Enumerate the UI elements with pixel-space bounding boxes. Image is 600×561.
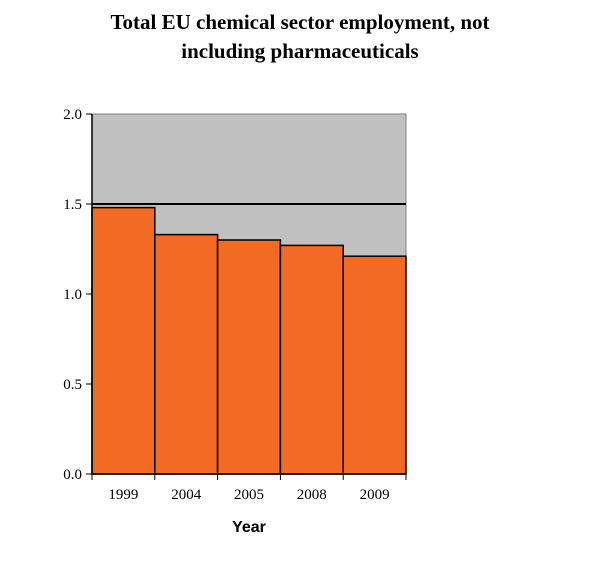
- bar-2008: [279, 244, 344, 475]
- y-tick-label: 1.0: [63, 287, 82, 303]
- x-tick-label: 2005: [234, 487, 264, 503]
- bar-2009: [342, 255, 407, 475]
- y-tick-label: 0.0: [63, 467, 82, 483]
- y-tick-label: 1.5: [63, 197, 82, 213]
- chart-title-line-2: including pharmaceuticals: [181, 39, 419, 63]
- x-tick-label: 2008: [297, 487, 327, 503]
- y-tick-label: 0.5: [63, 377, 82, 393]
- y-ticks-group: 0.0 0.5 1.0 1.5 2.0: [63, 107, 92, 483]
- x-ticks-group: 1999 2004 2005 2008 2009: [91, 474, 407, 503]
- x-tick-label: 2009: [360, 487, 390, 503]
- bar-2005: [216, 239, 282, 475]
- bar-1999: [91, 206, 156, 475]
- chart-title-line-1: Total EU chemical sector employment, not: [110, 10, 490, 34]
- bars-group: [91, 206, 407, 475]
- x-tick-label: 1999: [108, 487, 138, 503]
- x-tick-label: 2004: [171, 487, 202, 503]
- x-axis-title: Year: [232, 519, 266, 536]
- y-tick-label: 2.0: [63, 107, 82, 123]
- bar-2004: [154, 233, 219, 475]
- chart-title: Total EU chemical sector employment, not…: [0, 8, 600, 66]
